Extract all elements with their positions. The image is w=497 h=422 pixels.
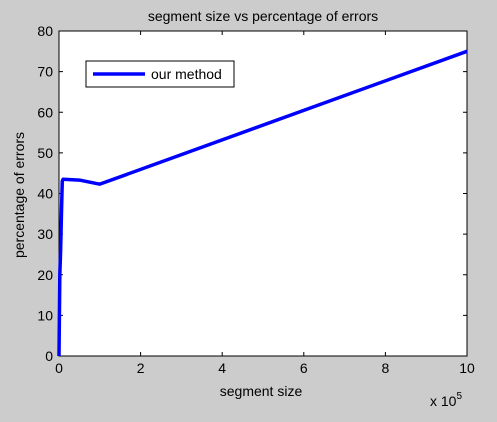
x-tick-label: 6 [300, 360, 308, 376]
y-axis-label: percentage of errors [11, 132, 27, 258]
x-tick-label: 0 [55, 360, 63, 376]
x-tick-label: 10 [459, 360, 475, 376]
x-multiplier-exponent: 5 [456, 391, 462, 402]
y-tick-label: 80 [37, 23, 53, 39]
legend: our method [85, 60, 235, 88]
x-axis-label: segment size [220, 383, 303, 399]
y-tick-label: 70 [37, 64, 53, 80]
x-tick-label: 8 [382, 360, 390, 376]
y-tick-label: 50 [37, 145, 53, 161]
series-line [57, 49, 468, 357]
y-tick-label: 40 [37, 186, 53, 202]
x-tick-label: 4 [218, 360, 226, 376]
y-tick-label: 20 [37, 267, 53, 283]
x-tick-label: 2 [137, 360, 145, 376]
x-multiplier: x 105 [430, 391, 462, 409]
y-tick-label: 0 [45, 348, 53, 364]
ticks: 0 2 4 6 8 10 0 10 20 30 40 50 60 70 80 [37, 23, 475, 376]
series-layer [57, 49, 468, 357]
y-tick-label: 10 [37, 307, 53, 323]
chart-title: segment size vs percentage of errors [148, 8, 378, 24]
y-tick-label: 60 [37, 104, 53, 120]
x-multiplier-base: x 10 [430, 393, 457, 409]
y-tick-label: 30 [37, 226, 53, 242]
legend-label: our method [151, 66, 222, 82]
